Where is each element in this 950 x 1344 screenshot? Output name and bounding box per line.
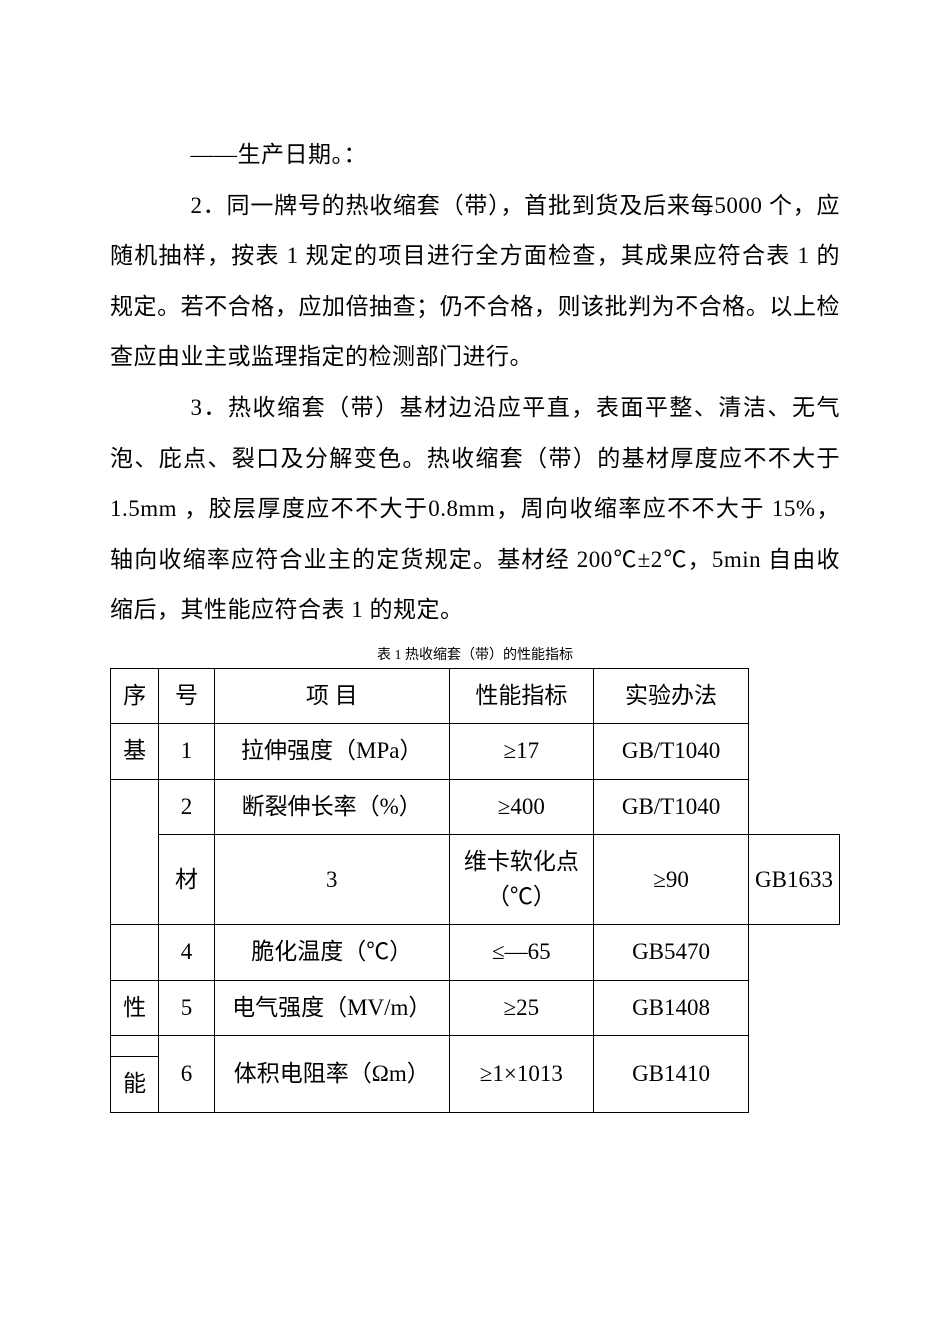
row-item: 维卡软化点（℃）	[449, 835, 593, 925]
table-row: 材 3 维卡软化点（℃） ≥90 GB1633	[111, 835, 840, 925]
row-item: 电气强度（MV/m）	[214, 980, 449, 1036]
header-num: 号	[159, 668, 215, 724]
row-num: 6	[159, 1036, 215, 1113]
row-method: GB/T1040	[594, 779, 749, 835]
row-method: GB1410	[594, 1036, 749, 1113]
vertical-label-char: 基	[111, 724, 159, 780]
row-num: 4	[159, 925, 215, 981]
vertical-label-blank	[111, 925, 159, 981]
vertical-label-blank	[111, 1036, 159, 1057]
row-item: 拉伸强度（MPa）	[214, 724, 449, 780]
table-row: 基 1 拉伸强度（MPa） ≥17 GB/T1040	[111, 724, 840, 780]
header-seq: 序	[111, 668, 159, 724]
row-perf: ≥25	[449, 980, 593, 1036]
row-method: GB1633	[749, 835, 840, 925]
performance-table: 序 号 项 目 性能指标 实验办法 基 1 拉伸强度（MPa） ≥17 GB/T…	[110, 668, 840, 1113]
table-caption: 表 1 热收缩套（带）的性能指标	[110, 644, 840, 664]
row-perf: ≥90	[594, 835, 749, 925]
table-row: 4 脆化温度（℃） ≤—65 GB5470	[111, 925, 840, 981]
header-item: 项 目	[214, 668, 449, 724]
row-perf: ≥1×1013	[449, 1036, 593, 1113]
paragraph-production-date: ——生产日期。：	[110, 130, 840, 181]
table-row: 性 5 电气强度（MV/m） ≥25 GB1408	[111, 980, 840, 1036]
row-num: 2	[159, 779, 215, 835]
row-num: 3	[214, 835, 449, 925]
table-row: 2 断裂伸长率（%） ≥400 GB/T1040	[111, 779, 840, 835]
row-perf: ≤—65	[449, 925, 593, 981]
row-item: 断裂伸长率（%）	[214, 779, 449, 835]
vertical-label-char: 能	[111, 1057, 159, 1113]
header-method: 实验办法	[594, 668, 749, 724]
row-method: GB/T1040	[594, 724, 749, 780]
vertical-label-blank	[111, 779, 159, 925]
vertical-label-char: 材	[159, 835, 215, 925]
paragraph-item-3: 3．热收缩套（带）基材边沿应平直，表面平整、清洁、无气泡、庇点、裂口及分解变色。…	[110, 383, 840, 636]
row-perf: ≥400	[449, 779, 593, 835]
header-performance: 性能指标	[449, 668, 593, 724]
row-item: 脆化温度（℃）	[214, 925, 449, 981]
row-perf: ≥17	[449, 724, 593, 780]
row-method: GB1408	[594, 980, 749, 1036]
row-num: 1	[159, 724, 215, 780]
vertical-label-char: 性	[111, 980, 159, 1036]
row-item: 体积电阻率（Ωm）	[214, 1036, 449, 1113]
table-row: 6 体积电阻率（Ωm） ≥1×1013 GB1410	[111, 1036, 840, 1057]
paragraph-item-2: 2．同一牌号的热收缩套（带），首批到货及后来每5000 个，应随机抽样，按表 1…	[110, 181, 840, 383]
table-header-row: 序 号 项 目 性能指标 实验办法	[111, 668, 840, 724]
row-method: GB5470	[594, 925, 749, 981]
row-num: 5	[159, 980, 215, 1036]
